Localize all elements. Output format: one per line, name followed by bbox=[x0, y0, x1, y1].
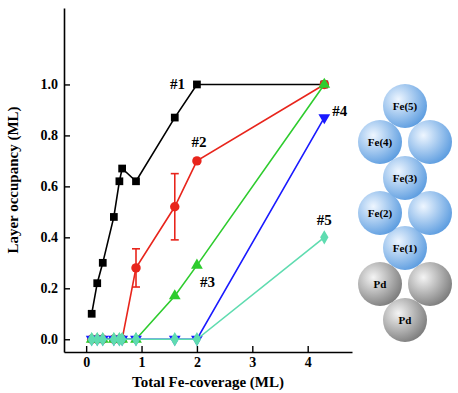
atom-label: Pd bbox=[399, 314, 412, 326]
tick-label: 4 bbox=[305, 355, 312, 370]
tick: 4 bbox=[305, 346, 312, 370]
fe-atom bbox=[383, 156, 427, 200]
tick-mark bbox=[252, 346, 253, 352]
tick-mark bbox=[64, 186, 70, 187]
marker bbox=[171, 332, 179, 346]
series-label: #3 bbox=[200, 274, 215, 290]
atom-label: Fe(5) bbox=[393, 100, 418, 113]
series-label: #5 bbox=[317, 212, 332, 228]
series-line bbox=[92, 84, 325, 339]
marker bbox=[132, 332, 140, 346]
chart: 0 1 2 3 4 0.0 0.2 0.4 0.6 0.8 1.0 Total Fe-coverage… bbox=[0, 0, 458, 393]
marker bbox=[110, 213, 118, 221]
fe-atom bbox=[358, 120, 402, 164]
tick-mark bbox=[64, 237, 70, 238]
fe-atom bbox=[408, 120, 452, 164]
tick: 0.0 bbox=[41, 332, 71, 347]
marker bbox=[193, 81, 201, 89]
axis-line bbox=[65, 352, 353, 354]
atom-label: Pd bbox=[374, 278, 387, 290]
series-line bbox=[92, 84, 325, 313]
tick: 0.8 bbox=[41, 128, 71, 143]
error-bar-cap bbox=[171, 239, 179, 241]
marker bbox=[131, 263, 140, 272]
y-axis-title: Layer occupancy (ML) bbox=[5, 106, 22, 253]
tick-label: 0.8 bbox=[41, 128, 59, 143]
atom-label: Fe(2) bbox=[368, 207, 393, 220]
tick-mark bbox=[141, 346, 142, 352]
tick: 0.6 bbox=[41, 179, 71, 194]
tick-mark bbox=[197, 346, 198, 352]
axis: 0 1 2 3 4 bbox=[65, 346, 353, 370]
tick: 1.0 bbox=[41, 77, 71, 92]
tick-label: 0.0 bbox=[41, 332, 59, 347]
marker bbox=[169, 289, 181, 299]
pd-atom bbox=[408, 262, 452, 306]
marker bbox=[191, 259, 203, 269]
marker bbox=[192, 156, 201, 165]
marker bbox=[170, 202, 179, 211]
axis-line bbox=[64, 9, 66, 353]
pd-atom bbox=[383, 298, 427, 342]
marker bbox=[132, 177, 140, 185]
tick-label: 0.4 bbox=[41, 230, 59, 245]
series-label: #1 bbox=[170, 76, 185, 92]
tick: 2 bbox=[194, 346, 201, 370]
atom-label: Fe(1) bbox=[393, 242, 418, 255]
error-bar-cap bbox=[132, 248, 140, 250]
fe-atom bbox=[383, 84, 427, 128]
atom-label: Fe(4) bbox=[368, 136, 393, 149]
series-line bbox=[92, 237, 325, 339]
tick-mark bbox=[64, 288, 70, 289]
tick-label: 0.6 bbox=[41, 179, 59, 194]
plot-area bbox=[86, 78, 330, 347]
marker bbox=[116, 177, 124, 185]
marker bbox=[320, 230, 328, 244]
tick-label: 3 bbox=[249, 355, 256, 370]
error-bar-cap bbox=[132, 286, 140, 288]
tick-mark bbox=[64, 84, 70, 85]
tick-mark bbox=[307, 346, 308, 352]
error-bar-cap bbox=[171, 173, 179, 175]
tick: 0.2 bbox=[41, 281, 71, 296]
tick-mark bbox=[64, 339, 70, 340]
error-bar bbox=[132, 249, 140, 287]
series-label: #2 bbox=[191, 134, 206, 150]
tick-label: 1 bbox=[139, 355, 146, 370]
marker bbox=[318, 114, 330, 124]
tick-label: 0 bbox=[83, 355, 90, 370]
series-line bbox=[92, 118, 325, 340]
tick-mark bbox=[86, 346, 87, 352]
marker bbox=[193, 332, 201, 346]
series-label: #4 bbox=[332, 103, 348, 119]
tick-label: 0.2 bbox=[41, 281, 59, 296]
marker bbox=[118, 332, 126, 346]
pd-atom bbox=[358, 262, 402, 306]
tick: 1 bbox=[139, 346, 146, 370]
atom-label: Fe(3) bbox=[393, 172, 418, 185]
error-bar bbox=[171, 174, 179, 240]
marker bbox=[171, 114, 179, 122]
x-axis-title: Total Fe-coverage (ML) bbox=[132, 374, 284, 391]
tick-mark bbox=[64, 135, 70, 136]
tick-label: 1.0 bbox=[41, 77, 59, 92]
tick: 0 bbox=[83, 346, 90, 370]
marker bbox=[118, 165, 126, 173]
marker bbox=[99, 332, 107, 346]
marker bbox=[93, 279, 101, 287]
tick: 3 bbox=[249, 346, 256, 370]
tick: 0.4 bbox=[41, 230, 71, 245]
marker bbox=[99, 259, 107, 267]
axis: 0.0 0.2 0.4 0.6 0.8 1.0 bbox=[41, 9, 71, 353]
marker bbox=[88, 310, 96, 318]
tick-label: 2 bbox=[194, 355, 201, 370]
marker bbox=[318, 78, 330, 88]
layer-diagram: Pd Pd Fe(1) Fe(2) Fe(3) Fe(4) Fe(5) bbox=[358, 84, 452, 342]
series-line bbox=[92, 84, 325, 339]
